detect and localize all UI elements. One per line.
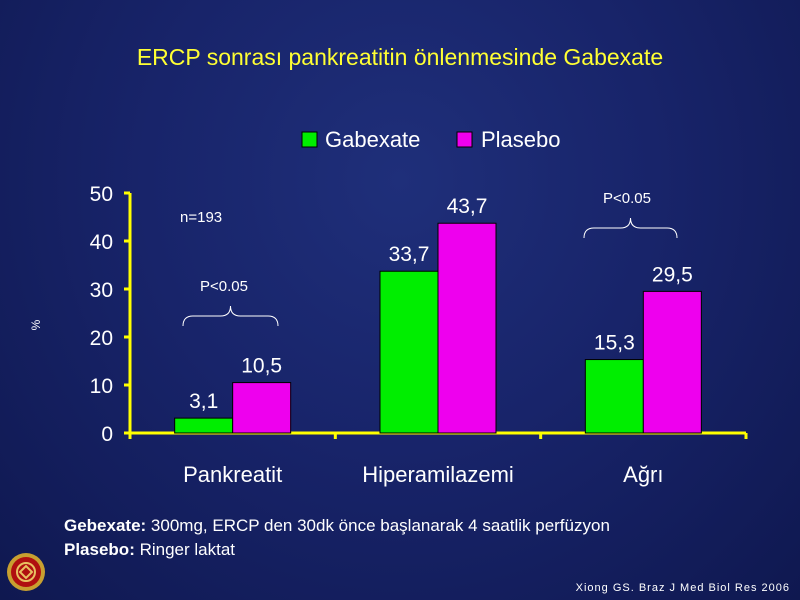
data-label: 33,7 bbox=[389, 243, 430, 266]
brace-pankreatit bbox=[182, 305, 279, 327]
footer-line-plasebo: Plasebo: Ringer laktat bbox=[64, 538, 610, 562]
y-tick-label: 40 bbox=[90, 231, 113, 254]
bar-plasebo bbox=[437, 222, 497, 434]
footer-text-gabexate: 300mg, ERCP den 30dk önce başlanarak 4 s… bbox=[146, 516, 610, 535]
legend-label: Gabexate bbox=[325, 127, 420, 152]
data-label: 15,3 bbox=[594, 332, 635, 355]
bar-gabexate bbox=[379, 270, 439, 434]
y-tick-label: 20 bbox=[90, 327, 113, 350]
footer-label-gabexate: Gebexate: bbox=[64, 516, 147, 535]
annotation-p-value: P<0.05 bbox=[200, 278, 248, 295]
annotation-n: n=193 bbox=[180, 209, 222, 226]
footer-label-plasebo: Plasebo: bbox=[64, 540, 135, 559]
footer-text-plasebo: Ringer laktat bbox=[134, 540, 236, 559]
legend-label: Plasebo bbox=[481, 127, 561, 152]
y-tick-label: 0 bbox=[101, 423, 113, 446]
brace-agri bbox=[583, 217, 678, 239]
data-label: 43,7 bbox=[447, 195, 488, 218]
footer-line-gabexate: Gebexate: 300mg, ERCP den 30dk önce başl… bbox=[64, 514, 610, 538]
bar-gabexate bbox=[174, 417, 234, 434]
y-axis-label: % bbox=[29, 319, 43, 330]
university-seal-icon bbox=[7, 553, 45, 591]
legend-swatch-gabexate bbox=[301, 131, 318, 148]
bar-gabexate bbox=[584, 359, 644, 434]
footer-notes: Gebexate: 300mg, ERCP den 30dk önce başl… bbox=[64, 514, 610, 562]
x-category-label: Pankreatit bbox=[183, 462, 282, 487]
legend: Gabexate Plasebo bbox=[301, 127, 561, 152]
x-category-label: Ağrı bbox=[623, 462, 663, 487]
annotations: n=193 P<0.05 P<0.05 bbox=[180, 190, 678, 327]
x-category-label: Hiperamilazemi bbox=[362, 462, 514, 487]
y-tick-label: 50 bbox=[90, 183, 113, 206]
y-tick-label: 10 bbox=[90, 375, 113, 398]
bar-plasebo bbox=[232, 382, 292, 434]
citation: Xiong GS. Braz J Med Biol Res 2006 bbox=[575, 582, 790, 594]
slide-title: ERCP sonrası pankreatitin önlenmesinde G… bbox=[136, 44, 664, 70]
data-label: 3,1 bbox=[189, 390, 218, 413]
y-tick-label: 30 bbox=[90, 279, 113, 302]
annotation-p-value: P<0.05 bbox=[603, 190, 651, 207]
data-label: 10,5 bbox=[241, 355, 282, 378]
data-label: 29,5 bbox=[652, 263, 693, 286]
legend-swatch-plasebo bbox=[456, 131, 473, 148]
bar-plasebo bbox=[642, 290, 702, 434]
bars: 3,1 10,5 Pankreatit 33,7 43,7 Hiperamilazemi 1… bbox=[174, 195, 702, 487]
